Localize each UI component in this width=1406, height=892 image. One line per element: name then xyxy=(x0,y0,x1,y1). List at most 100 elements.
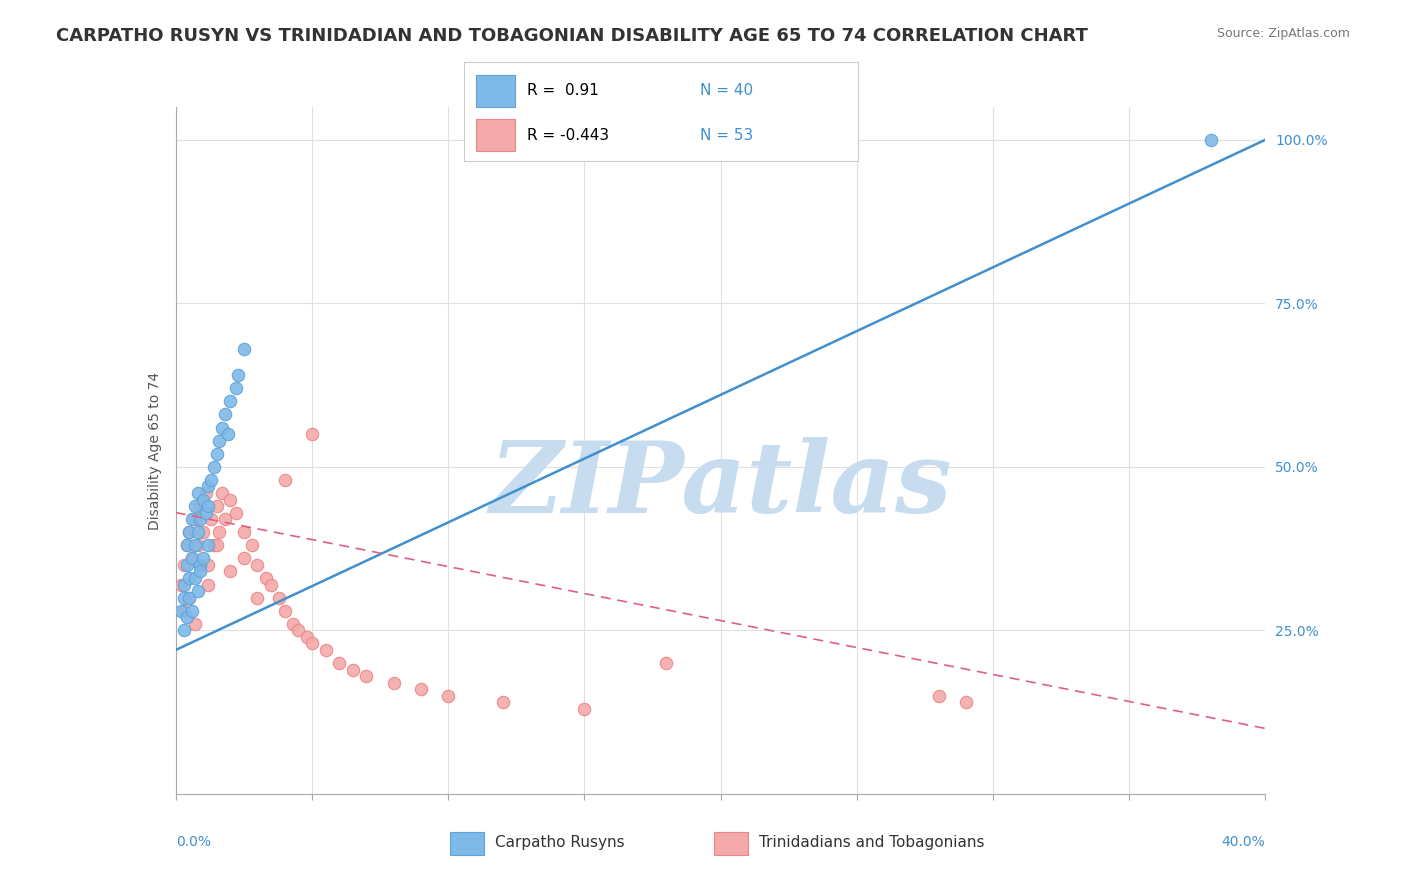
Text: Source: ZipAtlas.com: Source: ZipAtlas.com xyxy=(1216,27,1350,40)
Point xyxy=(240,538,263,552)
Point xyxy=(342,663,364,677)
Text: N = 40: N = 40 xyxy=(700,83,754,98)
Point xyxy=(281,616,304,631)
Point xyxy=(301,427,323,442)
Point xyxy=(382,675,405,690)
Point xyxy=(437,689,460,703)
Text: N = 53: N = 53 xyxy=(700,128,754,143)
Point xyxy=(274,473,297,487)
Text: R = -0.443: R = -0.443 xyxy=(527,128,609,143)
Point xyxy=(202,538,225,552)
Point xyxy=(328,656,350,670)
Point xyxy=(269,591,291,605)
Point xyxy=(188,558,211,572)
Point xyxy=(301,636,323,650)
Point xyxy=(173,577,195,591)
Text: Trinidadians and Tobagonians: Trinidadians and Tobagonians xyxy=(759,836,984,850)
Point xyxy=(181,604,204,618)
Point xyxy=(232,525,254,540)
Point xyxy=(179,525,201,540)
Text: CARPATHO RUSYN VS TRINIDADIAN AND TOBAGONIAN DISABILITY AGE 65 TO 74 CORRELATION: CARPATHO RUSYN VS TRINIDADIAN AND TOBAGO… xyxy=(56,27,1088,45)
FancyBboxPatch shape xyxy=(475,75,515,106)
Point xyxy=(188,565,211,579)
Point xyxy=(197,558,219,572)
Point xyxy=(197,577,219,591)
Point xyxy=(197,499,219,513)
Point xyxy=(170,604,193,618)
Point xyxy=(191,525,214,540)
Point xyxy=(186,525,209,540)
Point xyxy=(184,538,207,552)
Point xyxy=(1199,133,1222,147)
Point xyxy=(228,368,250,383)
Point xyxy=(200,512,222,526)
Point xyxy=(254,571,277,585)
Point xyxy=(260,577,283,591)
Point xyxy=(184,499,207,513)
Point xyxy=(217,427,239,442)
Y-axis label: Disability Age 65 to 74: Disability Age 65 to 74 xyxy=(148,371,162,530)
Point xyxy=(287,624,309,638)
Point xyxy=(184,571,207,585)
Point xyxy=(194,486,217,500)
Point xyxy=(181,551,204,566)
Point xyxy=(232,551,254,566)
Text: Carpatho Rusyns: Carpatho Rusyns xyxy=(495,836,624,850)
Point xyxy=(188,558,211,572)
Point xyxy=(232,342,254,356)
Point xyxy=(409,682,432,697)
Point xyxy=(194,506,217,520)
Point xyxy=(219,492,242,507)
Text: R =  0.91: R = 0.91 xyxy=(527,83,599,98)
Text: ZIPatlas: ZIPatlas xyxy=(489,436,952,533)
Point xyxy=(176,610,198,624)
Point xyxy=(188,499,211,513)
Point xyxy=(188,512,211,526)
Point xyxy=(225,506,247,520)
Point xyxy=(191,492,214,507)
Point xyxy=(186,538,209,552)
Point xyxy=(219,565,242,579)
Point xyxy=(205,499,228,513)
Point xyxy=(202,459,225,474)
Point xyxy=(246,558,269,572)
FancyBboxPatch shape xyxy=(450,832,484,855)
Point xyxy=(274,604,297,618)
Point xyxy=(246,591,269,605)
Point xyxy=(197,538,219,552)
Point xyxy=(176,538,198,552)
Point xyxy=(200,473,222,487)
Point xyxy=(186,486,209,500)
Point xyxy=(208,525,231,540)
FancyBboxPatch shape xyxy=(714,832,748,855)
Point xyxy=(655,656,678,670)
Point xyxy=(492,695,515,709)
Point xyxy=(179,525,201,540)
Point xyxy=(181,512,204,526)
Point xyxy=(208,434,231,448)
Point xyxy=(295,630,318,644)
Point xyxy=(184,616,207,631)
Point xyxy=(356,669,378,683)
FancyBboxPatch shape xyxy=(475,120,515,151)
Point xyxy=(219,394,242,409)
Text: 0.0%: 0.0% xyxy=(176,835,211,849)
Point xyxy=(173,604,195,618)
Point xyxy=(211,486,233,500)
Point xyxy=(225,381,247,395)
Point xyxy=(176,538,198,552)
Point xyxy=(173,558,195,572)
Point xyxy=(179,571,201,585)
Point xyxy=(955,695,977,709)
Point xyxy=(176,558,198,572)
Point xyxy=(205,538,228,552)
Point xyxy=(214,408,236,422)
Text: 40.0%: 40.0% xyxy=(1222,835,1265,849)
Point xyxy=(186,584,209,599)
Point xyxy=(315,643,337,657)
Point xyxy=(179,591,201,605)
Point xyxy=(181,551,204,566)
Point xyxy=(173,624,195,638)
Point xyxy=(205,447,228,461)
Point xyxy=(214,512,236,526)
